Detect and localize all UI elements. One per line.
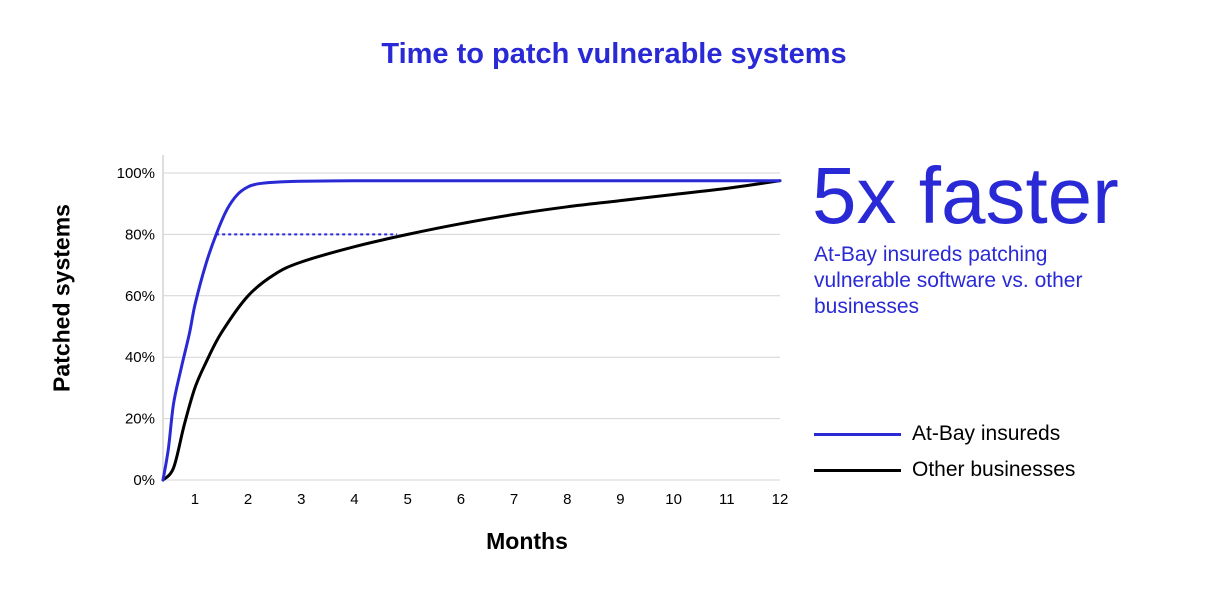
x-tick-label: 9 (616, 491, 624, 508)
y-tick-label: 20% (125, 411, 155, 428)
legend-label-at-bay: At-Bay insureds (912, 422, 1061, 445)
x-tick-label: 7 (510, 491, 518, 508)
chart-title: Time to patch vulnerable systems (381, 38, 847, 70)
x-tick-label: 11 (719, 491, 735, 508)
x-tick-label: 5 (404, 491, 412, 508)
x-tick-label: 8 (563, 491, 571, 508)
y-tick-label: 100% (117, 165, 155, 182)
y-tick-label: 80% (125, 226, 155, 243)
headline: 5x faster (812, 151, 1119, 240)
legend: At-Bay insureds Other businesses (814, 416, 1075, 488)
x-tick-label: 10 (665, 491, 682, 508)
x-tick-label: 2 (244, 491, 252, 508)
subtext: At-Bay insureds patching vulnerable soft… (814, 243, 1083, 318)
legend-swatch-other (814, 468, 901, 472)
series-line-at-bay-insureds (161, 179, 782, 482)
series-line-other-businesses (161, 179, 782, 482)
x-tick-label: 12 (772, 491, 789, 508)
legend-label-other: Other businesses (912, 458, 1076, 481)
legend-item-at-bay: At-Bay insureds (814, 416, 1075, 452)
y-tick-label: 40% (125, 349, 155, 366)
y-tick-label: 60% (125, 288, 155, 305)
y-tick-label: 0% (133, 472, 155, 489)
x-tick-label: 3 (297, 491, 305, 508)
x-tick-label: 6 (457, 491, 465, 508)
legend-item-other: Other businesses (814, 452, 1075, 488)
x-axis-title: Months (486, 528, 568, 554)
legend-swatch-at-bay (814, 432, 901, 436)
x-tick-label: 1 (191, 491, 199, 508)
y-axis-title: Patched systems (48, 204, 75, 392)
x-tick-label: 4 (350, 491, 358, 508)
